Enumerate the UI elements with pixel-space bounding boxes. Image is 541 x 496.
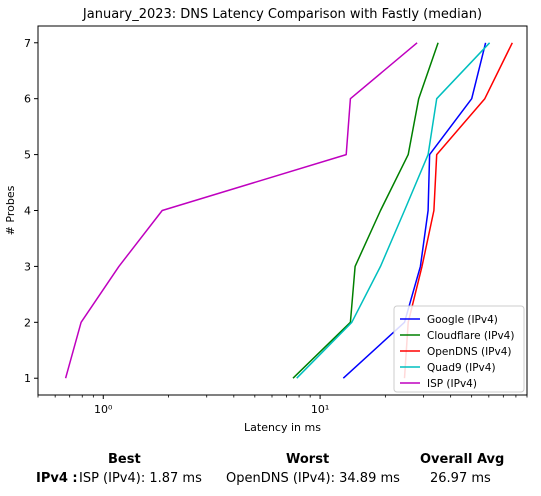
worst-header: Worst — [286, 452, 330, 467]
series-line-3 — [296, 42, 491, 379]
legend-label: Quad9 (IPv4) — [427, 362, 496, 374]
worst-value: OpenDNS (IPv4): 34.89 ms — [226, 471, 400, 486]
y-axis-label: # Probes — [4, 185, 17, 235]
ipv4-row-label: IPv4 : — [36, 471, 78, 486]
series-line-1 — [292, 42, 439, 379]
y-tick-label: 7 — [24, 37, 31, 50]
y-tick-label: 5 — [24, 149, 31, 162]
legend-label: Google (IPv4) — [427, 314, 498, 326]
overall-avg-value: 26.97 ms — [430, 471, 491, 486]
y-tick-label: 2 — [24, 316, 31, 329]
legend-label: OpenDNS (IPv4) — [427, 346, 512, 358]
summary-table: Best Worst Overall Avg IPv4 : ISP (IPv4)… — [0, 446, 541, 496]
overall-avg-header: Overall Avg — [420, 452, 505, 467]
legend-label: ISP (IPv4) — [427, 378, 477, 390]
legend-box — [393, 305, 525, 393]
latency-chart: January_2023: DNS Latency Comparison wit… — [4, 7, 528, 434]
series-line-4 — [64, 42, 418, 379]
best-header: Best — [108, 452, 141, 467]
x-tick-label: 10¹ — [311, 403, 329, 416]
x-tick-label: 10⁰ — [94, 403, 113, 416]
y-tick-label: 3 — [24, 260, 31, 273]
x-axis-label: Latency in ms — [244, 421, 321, 434]
best-value: ISP (IPv4): 1.87 ms — [79, 471, 202, 486]
y-tick-label: 6 — [24, 93, 31, 106]
legend-label: Cloudflare (IPv4) — [427, 330, 514, 342]
y-tick-label: 1 — [24, 372, 31, 385]
chart-title: January_2023: DNS Latency Comparison wit… — [82, 7, 482, 22]
y-tick-label: 4 — [24, 205, 31, 218]
